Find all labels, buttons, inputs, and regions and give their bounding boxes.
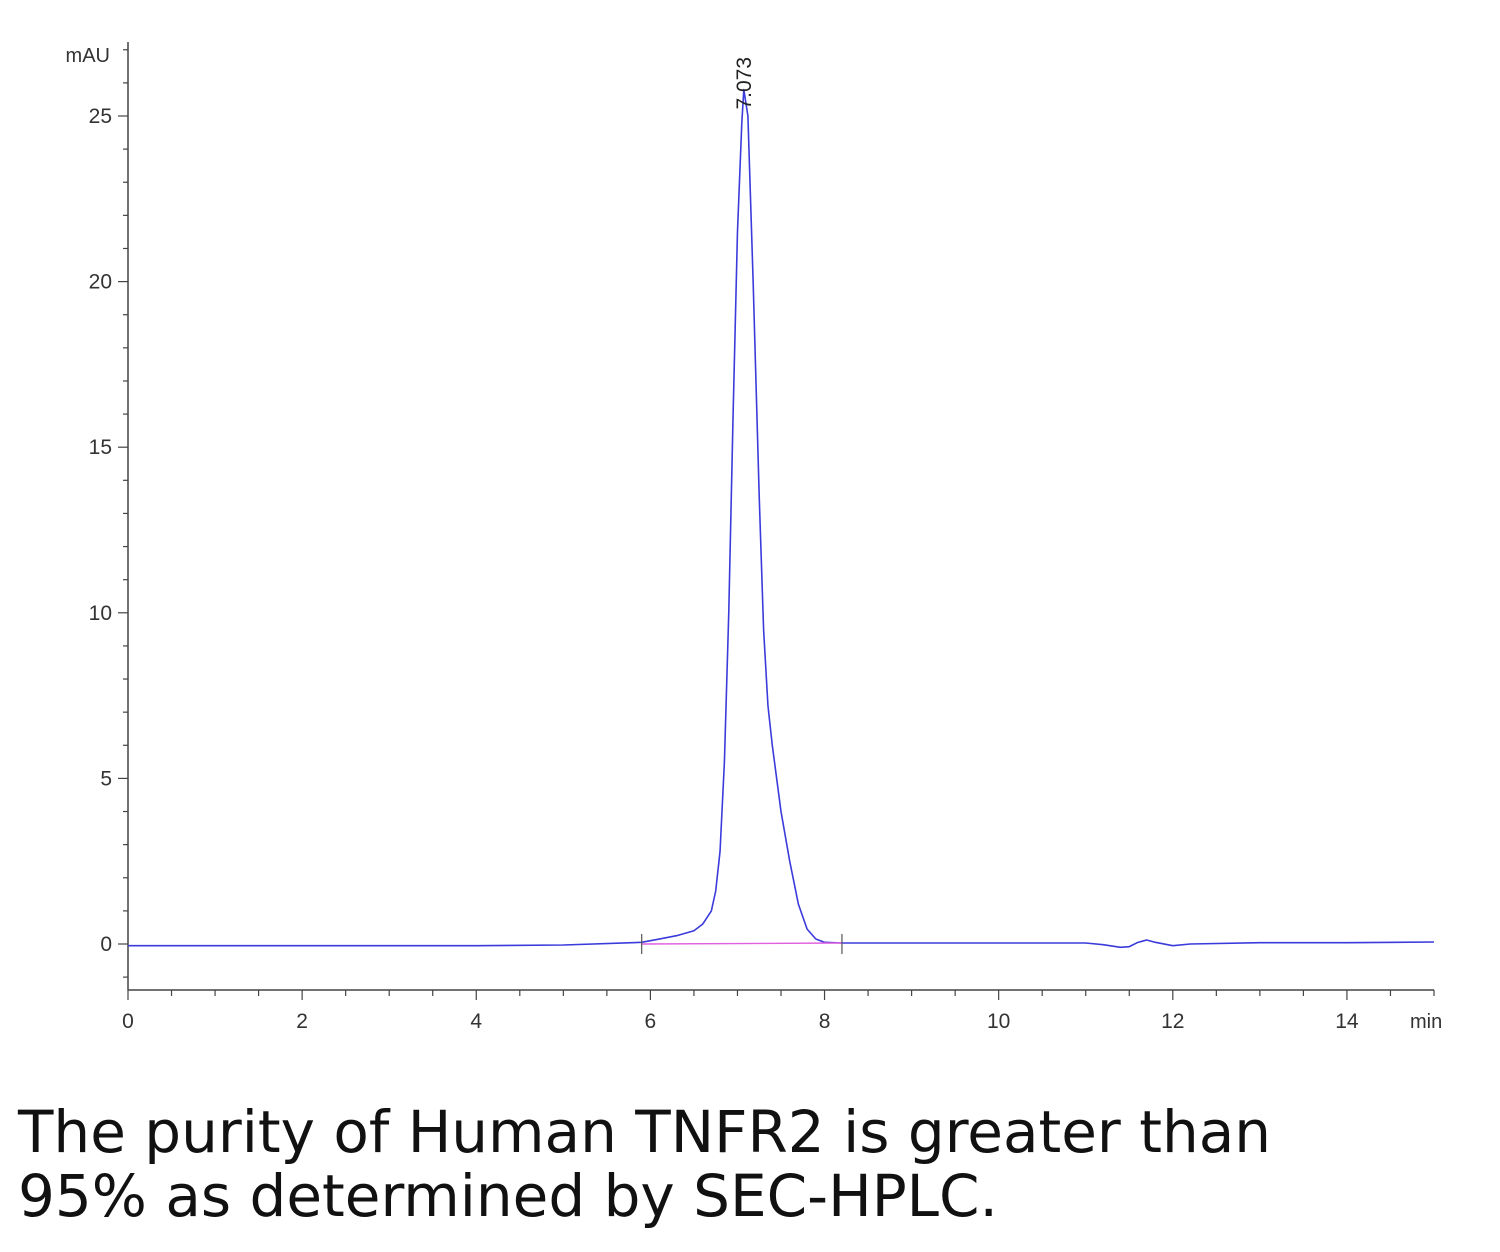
x-unit-label: min: [1410, 1011, 1442, 1033]
y-tick-label: 5: [100, 767, 112, 790]
y-unit-label: mAU: [66, 45, 110, 67]
labels: 0 5 10 15 20 25 0 2 4 6 8 10 12 14 mAU min 7.073: [66, 45, 1443, 1033]
baseline-trace: [641, 942, 842, 945]
peak-label: 7.073: [733, 57, 756, 110]
x-tick-label: 4: [470, 1010, 482, 1033]
y-tick-label: 25: [89, 105, 112, 128]
y-tick-label: 0: [100, 933, 112, 956]
series: [128, 88, 1435, 954]
x-tick-label: 0: [122, 1010, 134, 1033]
y-tick-label: 10: [89, 602, 112, 625]
x-tick-label: 14: [1335, 1010, 1359, 1033]
caption-line-1: The purity of Human TNFR2 is greater tha…: [18, 1098, 1272, 1166]
caption: The purity of Human TNFR2 is greater tha…: [18, 1100, 1478, 1228]
x-tick-label: 8: [819, 1010, 831, 1033]
x-tick-label: 10: [987, 1010, 1010, 1033]
signal-trace: [128, 88, 1435, 949]
chromatogram-chart: 0 5 10 15 20 25 0 2 4 6 8 10 12 14 mAU min 7.073: [66, 42, 1443, 1033]
x-tick-label: 2: [296, 1010, 308, 1033]
x-tick-label: 6: [645, 1010, 657, 1033]
y-tick-label: 20: [89, 271, 112, 294]
x-tick-label: 12: [1161, 1010, 1184, 1033]
caption-line-2: 95% as determined by SEC-HPLC.: [18, 1162, 998, 1230]
axes: [118, 42, 1435, 1000]
y-tick-label: 15: [89, 436, 112, 459]
